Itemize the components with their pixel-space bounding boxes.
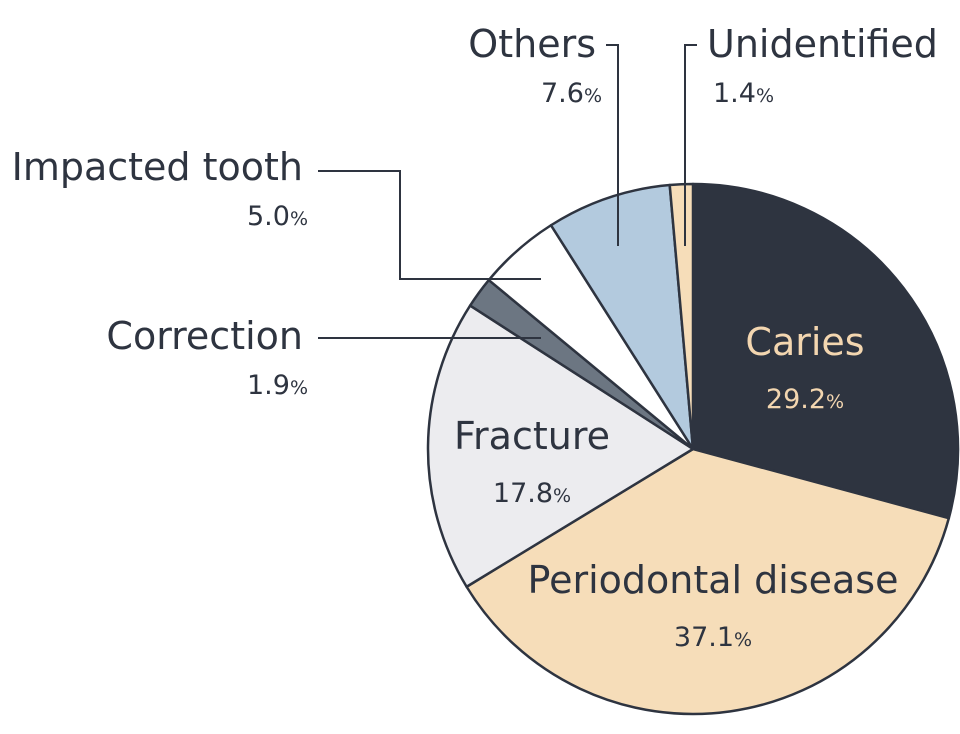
slice-value-others: 7.6% [541,78,602,109]
leader-line-others [606,44,619,246]
slice-value-impacted-tooth: 5.0% [247,201,308,232]
slice-label-impacted-tooth: Impacted tooth [12,145,303,189]
slice-value-caries: 29.2% [766,384,844,415]
pie-slice-fracture [426,304,695,588]
slice-label-fracture: Fracture [454,414,610,458]
slice-labels: Caries 29.2% Periodontal disease 37.1% Fract… [12,22,938,653]
pie-slice-periodontal-disease [465,447,951,716]
leader-line-impacted-tooth [318,170,541,280]
slice-label-unidentified: Unidentified [707,22,938,66]
leader-line-unidentified [684,44,697,246]
slice-label-others: Others [468,22,596,66]
slice-label-caries: Caries [745,320,864,364]
pie-slice-unidentified [668,182,695,451]
slice-label-periodontal-disease: Periodontal disease [528,558,899,602]
slice-label-correction: Correction [106,314,303,358]
leader-lines [318,44,697,339]
pie-slice-others [549,183,695,451]
slice-value-unidentified: 1.4% [713,78,774,109]
pie-slice-caries [691,182,960,520]
slice-value-fracture: 17.8% [493,478,571,509]
slice-value-periodontal-disease: 37.1% [674,622,752,653]
slice-value-correction: 1.9% [247,370,308,401]
pie-slices [426,182,960,716]
